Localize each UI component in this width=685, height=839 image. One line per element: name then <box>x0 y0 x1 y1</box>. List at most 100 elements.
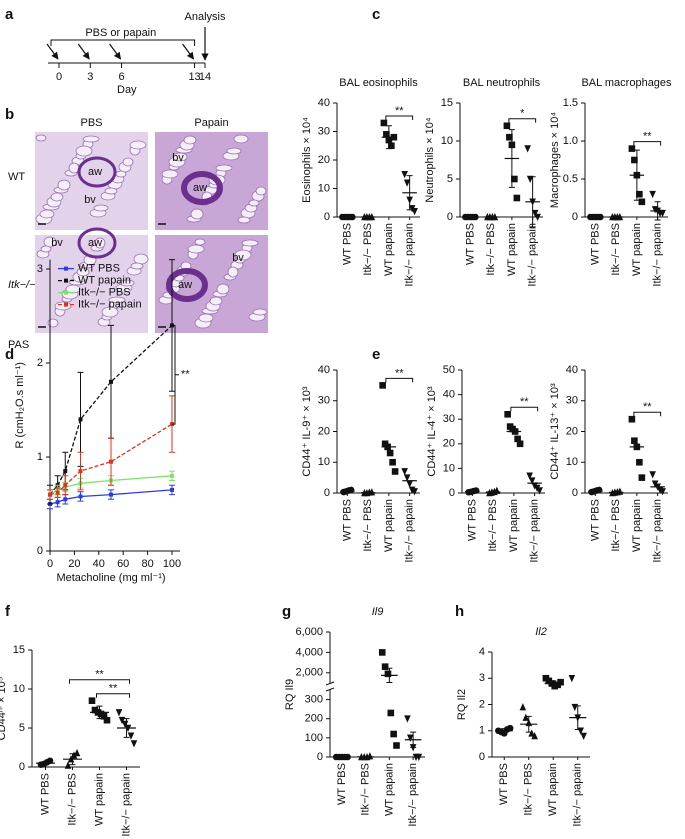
error-bar <box>96 705 103 720</box>
error-bar <box>386 667 393 683</box>
y-tick-label: 0 <box>447 211 453 223</box>
legend-label: Itk−/− PBS <box>78 287 131 299</box>
data-point <box>659 209 666 218</box>
injection-arrow <box>109 43 122 60</box>
data-point <box>595 486 603 494</box>
data-point <box>503 122 511 130</box>
timeline-title: PBS or papain <box>85 27 156 39</box>
alveolus <box>233 134 249 144</box>
airway <box>77 156 117 188</box>
data-point <box>109 379 113 384</box>
data-point <box>401 170 408 179</box>
significance-label: * <box>520 108 525 120</box>
bracket <box>50 39 196 46</box>
airway <box>77 227 117 259</box>
data-point <box>381 663 389 670</box>
alveolus <box>40 245 52 253</box>
y-tick-label: 0 <box>479 751 485 763</box>
column-label: Papain <box>194 117 228 129</box>
significance-label: ** <box>95 669 104 681</box>
data-point <box>557 678 564 686</box>
structure-label: bv <box>232 252 244 264</box>
significance-label: ** <box>643 131 652 143</box>
x-tick-label: WT papain <box>93 773 105 826</box>
data-point <box>391 468 399 475</box>
panel-label: c <box>372 6 380 23</box>
data-point <box>387 709 395 717</box>
data-point <box>524 145 531 153</box>
error-bar <box>654 201 661 221</box>
y-tick-label: 0 <box>572 211 578 223</box>
y-tick-label: 20 <box>443 438 455 450</box>
data-point <box>511 175 518 183</box>
data-point <box>389 458 396 466</box>
panel-label: b <box>5 106 14 123</box>
error-bar <box>633 149 640 201</box>
data-point <box>415 753 423 761</box>
row-label: WT <box>8 171 25 183</box>
y-tick-label: 0 <box>19 761 25 773</box>
x-tick-label: 13 <box>188 71 200 83</box>
y-tick-label: 1 <box>479 725 485 737</box>
x-axis-label: Day <box>117 84 137 96</box>
alveolus <box>133 253 149 265</box>
data-point <box>536 487 543 495</box>
y-tick-label: 10 <box>443 462 455 474</box>
y-tick-label: 30 <box>443 413 455 425</box>
legend-marker <box>64 290 68 295</box>
data-point <box>63 483 68 488</box>
data-point <box>88 697 96 704</box>
alveolus <box>68 162 80 174</box>
y-tick-label: 40 <box>318 364 330 376</box>
x-tick-label: WT PBS <box>589 499 601 541</box>
chart-title: Il2 <box>535 626 547 638</box>
data-point <box>649 190 656 199</box>
y-tick-label: 30 <box>318 125 330 137</box>
y-tick-label: 2,000 <box>295 667 323 679</box>
x-tick-label: 20 <box>68 558 80 570</box>
data-point <box>103 716 111 724</box>
x-tick-label: 60 <box>117 558 129 570</box>
chart-title: BAL eosinophils <box>339 77 418 89</box>
structure-label: bv <box>84 194 96 206</box>
data-point <box>109 492 113 497</box>
alveolus <box>82 135 100 143</box>
significance-label: ** <box>520 396 529 408</box>
structure-label: aw <box>193 182 207 194</box>
data-point <box>528 477 536 485</box>
significance-label: ** <box>395 367 404 379</box>
x-tick-label: WT papain <box>508 499 520 552</box>
x-tick-label: WT PBS <box>466 499 478 541</box>
y-tick-label: 200 <box>305 713 323 725</box>
error-bar <box>406 175 413 211</box>
alveolus <box>129 140 147 150</box>
significance-bracket <box>633 411 662 417</box>
y-tick-label: 15 <box>441 97 453 109</box>
data-point <box>628 415 636 423</box>
column-label: PBS <box>80 117 102 129</box>
alveolus <box>234 249 252 261</box>
data-point <box>401 468 408 476</box>
error-bar <box>550 680 557 687</box>
x-tick-label: Itk−/− papain <box>407 763 419 827</box>
y-axis-label: CD44⁺ IL-13⁺ × 10³ <box>549 383 561 480</box>
significance-bracket <box>69 679 130 684</box>
x-tick-label: Itk−/− papain <box>404 499 416 563</box>
significance-bracket <box>385 115 414 120</box>
alveolus <box>104 187 118 195</box>
alveolus <box>187 244 205 254</box>
legend-marker <box>64 302 68 307</box>
x-tick-label: Itk−/− PBS <box>362 499 374 552</box>
y-tick-label: 40 <box>318 97 330 109</box>
alveolus <box>93 204 109 212</box>
alveolus <box>54 301 72 311</box>
x-tick-label: Itk−/− papain <box>120 773 132 837</box>
data-point <box>504 410 511 418</box>
y-axis-label: CD44ʰⁱ × 10⁵ <box>0 677 8 741</box>
y-tick-label: 5 <box>447 173 453 185</box>
data-point <box>379 382 386 389</box>
data-point <box>568 674 576 683</box>
alveolus <box>252 308 268 316</box>
y-tick-label: 0 <box>572 487 578 499</box>
